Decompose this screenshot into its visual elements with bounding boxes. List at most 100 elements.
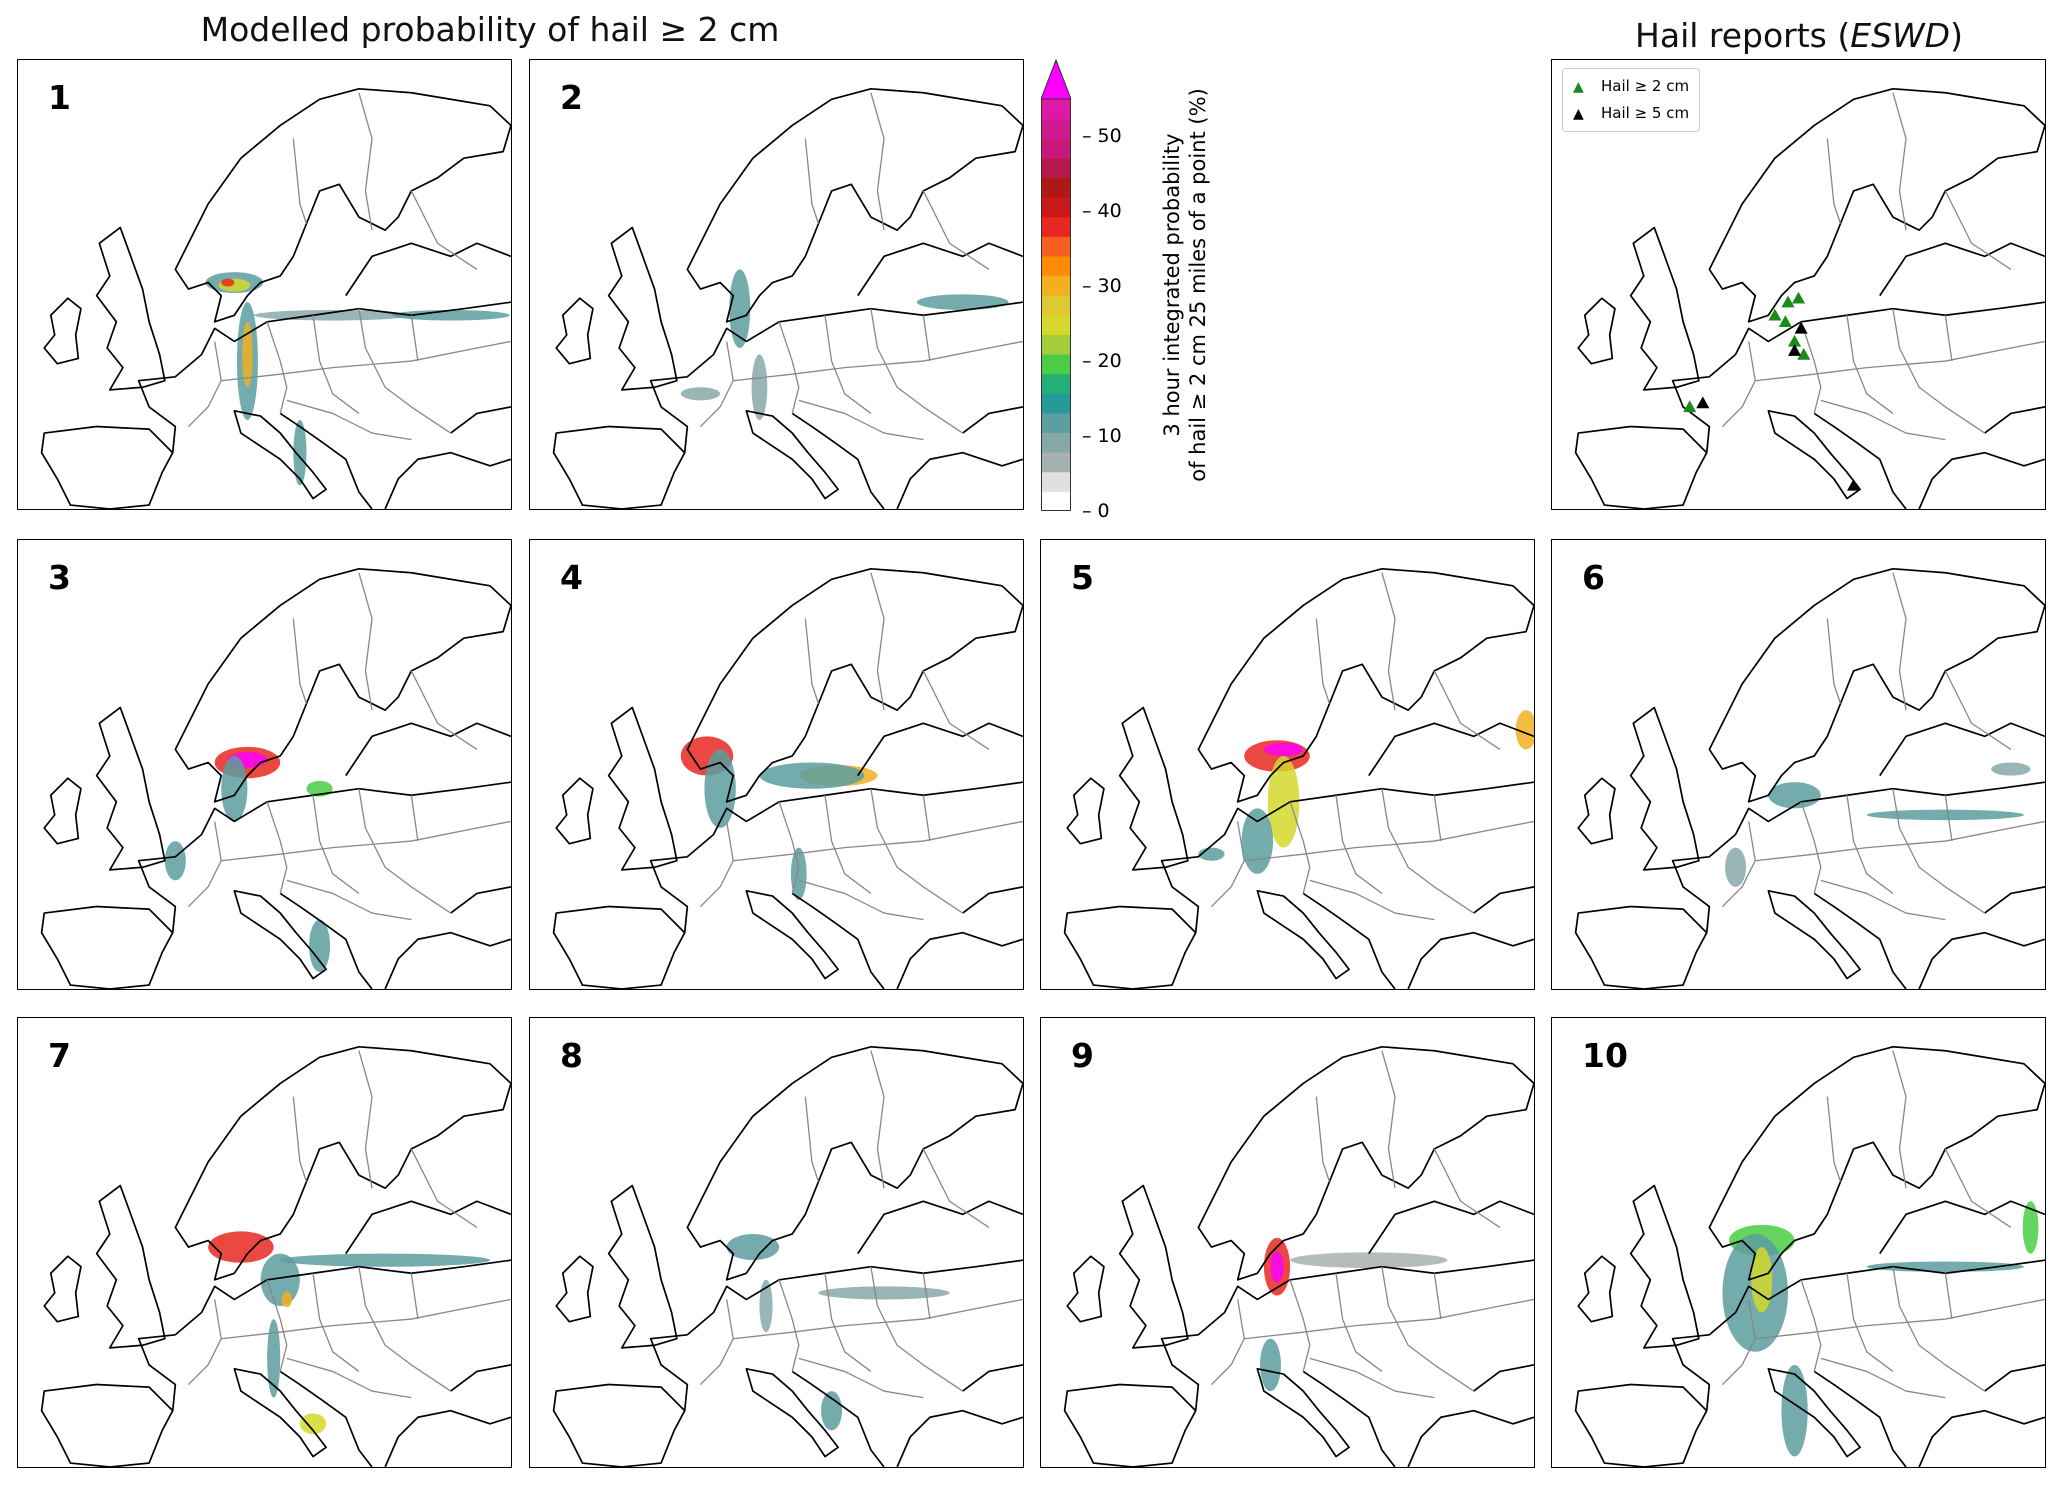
hail-reports-panel: ▲ Hail ≥ 2 cm ▲ Hail ≥ 5 cm	[1551, 59, 2046, 510]
hail-probability-area	[1991, 762, 2031, 776]
hail-probability-area	[309, 919, 331, 972]
legend-item: ▲ Hail ≥ 5 cm	[1573, 100, 1689, 127]
hail-probability-area	[221, 278, 235, 287]
colorbar-tick-label: – 20	[1082, 350, 1122, 373]
hail-probability-area	[790, 847, 807, 900]
panel-number: 5	[1071, 558, 1094, 597]
legend-label: Hail ≥ 5 cm	[1601, 104, 1690, 122]
colorbar-segment	[1041, 216, 1071, 237]
colorbar-tick-label: – 10	[1082, 425, 1122, 448]
hail-probability-area	[242, 321, 253, 388]
map-panel-7: 7	[17, 1017, 512, 1468]
hail-probability-area	[1768, 782, 1821, 809]
modelled-title: Modelled probability of hail ≥ 2 cm	[200, 10, 780, 49]
colorbar-segment	[1041, 99, 1071, 120]
map-panel-4: 4	[529, 539, 1024, 990]
hail-probability-area	[1267, 755, 1300, 848]
hail-probability-area	[1866, 1261, 2025, 1272]
colorbar-segment	[1041, 236, 1071, 257]
panel-number: 6	[1582, 558, 1605, 597]
map-panel-2: 2	[529, 59, 1024, 510]
panel-number: 3	[48, 558, 71, 597]
colorbar-segment	[1041, 491, 1071, 511]
map-panel-9: 9	[1040, 1017, 1535, 1468]
hail-probability-area	[281, 1291, 293, 1308]
colorbar-segment	[1041, 314, 1071, 335]
hail-report-marker	[1778, 315, 1792, 328]
colorbar-segment	[1041, 275, 1071, 296]
colorbar-segment	[1041, 334, 1071, 355]
hail-probability-area	[726, 1233, 780, 1261]
hail-probability-area	[1725, 847, 1747, 887]
panel-number: 2	[560, 78, 583, 117]
reports-title-prefix: Hail reports (	[1635, 16, 1851, 55]
legend-label: Hail ≥ 2 cm	[1601, 77, 1690, 95]
colorbar-segment	[1041, 255, 1071, 277]
europe-map	[1574, 87, 2045, 509]
hail-probability-area	[299, 1413, 327, 1435]
panel-number: 1	[48, 78, 71, 117]
colorbar-segment	[1041, 197, 1071, 218]
hail-probability-area	[260, 1253, 300, 1306]
colorbar-segment	[1041, 354, 1071, 375]
hail-probability-area	[280, 1253, 491, 1267]
hail-report-marker	[1847, 478, 1861, 491]
hail-probability-area	[729, 269, 751, 348]
colorbar	[1041, 59, 1071, 511]
map-panel-1: 1	[17, 59, 512, 510]
hail-probability-area	[164, 841, 186, 881]
hail-report-marker	[1788, 334, 1802, 347]
hail-report-marker	[1788, 344, 1802, 356]
colorbar-label: 3 hour integrated probability of hail ≥ 2…	[1159, 88, 1211, 482]
hail-report-marker	[1791, 291, 1806, 304]
colorbar-segment	[1041, 452, 1071, 473]
colorbar-segment	[1041, 118, 1071, 139]
colorbar-segment	[1041, 177, 1071, 198]
hail-probability-area	[821, 1391, 843, 1431]
colorbar-label-line1: 3 hour integrated probability	[1160, 133, 1184, 437]
panel-number: 4	[560, 558, 583, 597]
panel-number: 10	[1582, 1036, 1628, 1075]
colorbar-extend-arrow	[1041, 59, 1071, 100]
colorbar-tick-label: – 0	[1082, 500, 1110, 522]
colorbar-label-line2: of hail ≥ 2 cm 25 miles of a point (%)	[1186, 88, 1210, 482]
reports-title-eswd: ESWD	[1850, 16, 1951, 55]
colorbar-segment	[1041, 138, 1071, 159]
hail-report-marker	[1797, 347, 1811, 360]
panel-number: 7	[48, 1036, 71, 1075]
hail-probability-area	[293, 419, 307, 486]
hail-probability-area	[1866, 809, 2025, 821]
hail-probability-area	[1270, 1251, 1284, 1283]
hail-probability-area	[1781, 1364, 1808, 1457]
europe-map	[1574, 1045, 2045, 1467]
hail-probability-area	[1290, 1252, 1448, 1269]
map-panel-5: 5	[1040, 539, 1535, 990]
hail-probability-area	[751, 354, 768, 420]
hail-probability-area	[916, 294, 1009, 311]
colorbar-segment	[1041, 432, 1071, 453]
colorbar-segment	[1041, 412, 1071, 434]
hail-probability-area	[391, 310, 510, 321]
europe-map	[40, 567, 511, 989]
hail-probability-area	[818, 1286, 950, 1300]
colorbar-frame	[1041, 98, 1071, 511]
colorbar-tick-label: – 50	[1082, 125, 1122, 148]
reports-title: Hail reports (ESWD)	[1635, 16, 1963, 55]
europe-map	[552, 567, 1023, 989]
hail-probability-area	[1241, 808, 1274, 874]
colorbar-tick-label: – 40	[1082, 200, 1122, 223]
colorbar-segment	[1041, 373, 1071, 394]
map-panel-8: 8	[529, 1017, 1024, 1468]
hail-report-marker	[1696, 396, 1710, 409]
map-panel-3: 3	[17, 539, 512, 990]
hail-probability-area	[267, 1319, 281, 1398]
hail-probability-area	[1751, 1247, 1773, 1313]
europe-map	[40, 87, 511, 509]
hail-probability-area	[1263, 742, 1304, 756]
triangle-icon: ▲	[1573, 106, 1584, 122]
map-panel-10: 10	[1551, 1017, 2046, 1468]
hail-probability-area	[1515, 710, 1534, 750]
colorbar-segment	[1041, 471, 1071, 492]
colorbar-segment	[1041, 157, 1071, 178]
colorbar-segment	[1041, 295, 1071, 316]
